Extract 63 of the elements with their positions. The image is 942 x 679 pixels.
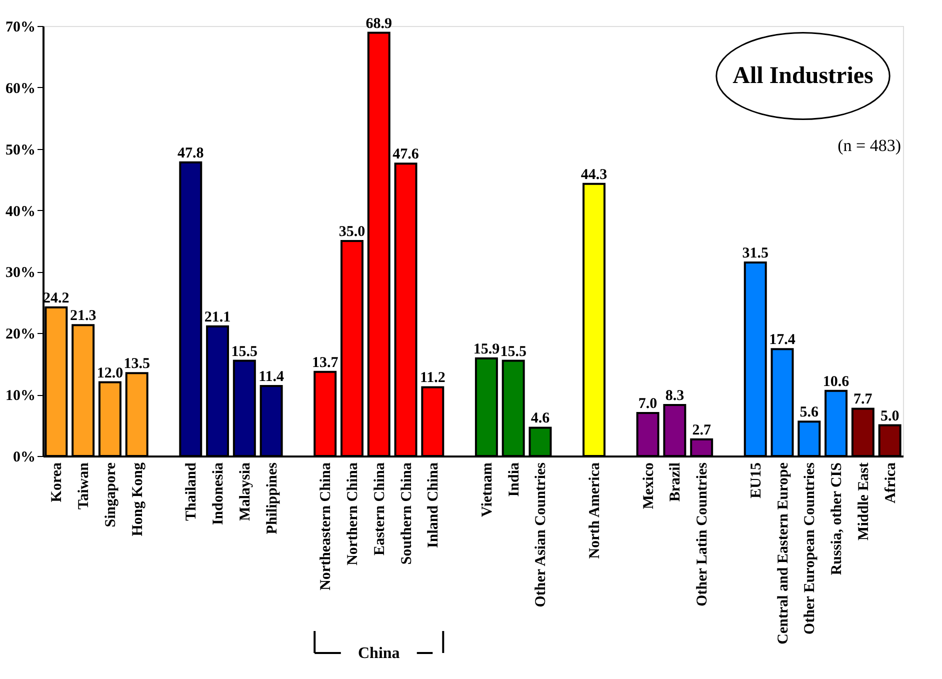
y-tick-label: 50% [6, 142, 36, 158]
x-tick-label: India [506, 462, 522, 497]
y-tick-label: 20% [6, 326, 36, 343]
y-tick-label: 70% [6, 20, 36, 36]
data-label: 31.5 [742, 246, 768, 262]
data-label: 5.0 [880, 408, 900, 424]
data-label: 5.6 [800, 404, 820, 421]
x-tick-label: Korea [49, 462, 66, 502]
y-tick-label: 0% [13, 450, 36, 466]
x-tick-label: Central and Eastern Europe [775, 462, 792, 644]
data-label: 2.7 [692, 422, 712, 438]
data-label: 47.6 [392, 146, 420, 163]
data-label: 68.9 [366, 16, 392, 32]
data-label: 21.1 [204, 309, 231, 326]
x-tick-label: Malaysia [237, 462, 254, 521]
data-label: 10.6 [822, 374, 850, 390]
x-tick-label: Eastern China [372, 462, 388, 556]
x-tick-label: Other Latin Countries [694, 462, 711, 606]
y-tick-label: 40% [6, 204, 36, 220]
x-tick-label: Indonesia [210, 462, 227, 526]
x-tick-label: Brazil [668, 462, 684, 502]
x-tick-label: Singapore [102, 462, 119, 528]
x-tick-label: Middle East [856, 462, 872, 540]
x-tick-label: North America [587, 462, 604, 559]
data-label: 7.7 [854, 392, 873, 408]
data-label: 4.6 [530, 410, 550, 427]
x-tick-label: Other Asian Countries [533, 462, 550, 608]
x-tick-label: Philippines [264, 462, 280, 534]
data-label: 15.5 [231, 344, 258, 360]
data-label: 24.2 [43, 290, 70, 306]
data-label: 21.3 [70, 308, 96, 324]
x-tick-label: Africa [882, 462, 899, 504]
data-label: 44.3 [580, 166, 608, 183]
x-tick-label: Northern China [344, 462, 361, 566]
x-tick-label: Inland China [426, 462, 442, 548]
x-tick-label: Russia, other CIS [829, 462, 846, 576]
data-label: 8.3 [665, 388, 684, 404]
x-tick-label: Vietnam [479, 462, 496, 517]
data-label: 11.4 [258, 368, 285, 385]
annotation: (n = 483) [838, 136, 901, 155]
data-label: 12.0 [96, 365, 124, 382]
data-label: 47.8 [178, 145, 204, 162]
y-tick-label: 10% [6, 388, 36, 404]
x-tick-label: Thailand [184, 462, 200, 521]
x-tick-label: EU15 [748, 462, 764, 498]
annotation: All Industries [732, 63, 874, 89]
x-tick-label: Other European Countries [802, 462, 818, 634]
data-label: 11.2 [420, 370, 446, 386]
x-tick-label: Southern China [398, 462, 415, 565]
data-label: 17.4 [769, 332, 796, 348]
text: China [358, 645, 400, 662]
y-tick-label: 60% [6, 80, 36, 97]
x-tick-label: Taiwan [76, 462, 92, 510]
x-tick-label: Northeastern China [318, 462, 334, 590]
y-tick-label: 30% [6, 265, 36, 282]
data-label: 15.5 [500, 344, 526, 360]
data-label: 13.7 [312, 354, 339, 371]
data-label: 13.5 [124, 356, 150, 372]
x-tick-label: Mexico [640, 462, 657, 510]
x-tick-label: Hong Kong [130, 462, 146, 536]
data-label: 7.0 [638, 396, 658, 412]
data-label: 35.0 [338, 224, 366, 240]
data-label: 15.9 [473, 341, 500, 358]
